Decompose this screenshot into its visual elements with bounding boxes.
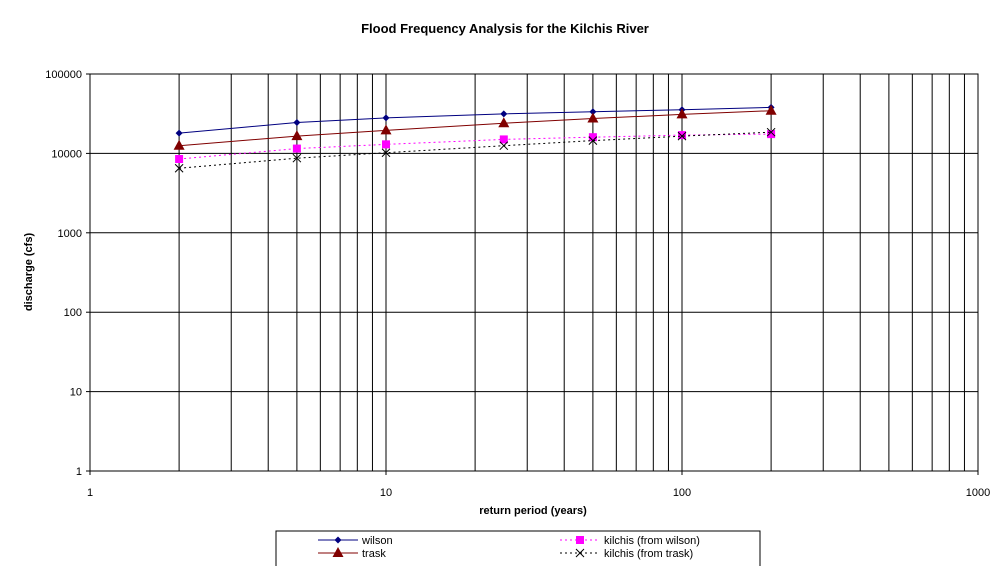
data-point xyxy=(380,124,392,135)
legend-item: kilchis (from trask) xyxy=(560,548,693,560)
legend-box xyxy=(275,530,761,566)
data-point xyxy=(766,127,776,137)
data-point xyxy=(175,155,184,164)
data-point xyxy=(575,548,585,558)
plot-border xyxy=(89,73,979,472)
x-tick-label: 1 xyxy=(87,487,93,499)
data-point xyxy=(174,163,184,173)
data-point xyxy=(291,130,303,141)
data-point xyxy=(292,144,301,153)
data-point xyxy=(293,119,301,127)
data-point xyxy=(498,117,510,128)
plot-area xyxy=(89,73,979,472)
legend-label: kilchis (from wilson) xyxy=(604,535,700,547)
data-point xyxy=(588,133,597,142)
data-point xyxy=(334,536,342,544)
data-point xyxy=(677,131,687,141)
grid-lines xyxy=(90,74,978,471)
data-point xyxy=(382,140,390,149)
series-1 xyxy=(173,104,777,150)
series-3 xyxy=(174,127,776,173)
y-tick-label: 10000 xyxy=(51,148,82,160)
y-axis-title: discharge (cfs) xyxy=(23,233,35,312)
y-tick-label: 1000 xyxy=(58,228,82,240)
chart-title: Flood Frequency Analysis for the Kilchis… xyxy=(361,21,649,36)
y-axis-ticks: 1 10 100 1000 10000 100000 xyxy=(45,69,90,478)
y-tick-label: 100 xyxy=(64,307,82,319)
data-point xyxy=(499,135,508,144)
x-axis-ticks: 1 10 100 1000 xyxy=(87,471,990,499)
x-tick-label: 100 xyxy=(673,487,691,499)
legend-item: kilchis (from wilson) xyxy=(560,535,700,547)
data-point xyxy=(332,547,344,557)
data-point xyxy=(175,129,183,137)
data-point xyxy=(678,131,686,140)
legend-label: trask xyxy=(362,548,386,560)
series-2 xyxy=(175,130,776,164)
data-point xyxy=(588,136,598,145)
legend-label: kilchis (from trask) xyxy=(604,548,693,560)
data-point xyxy=(292,153,302,163)
data-point xyxy=(500,110,508,118)
legend-item: wilson xyxy=(318,535,393,547)
data-point xyxy=(589,108,597,116)
data-point xyxy=(587,112,599,123)
data-point xyxy=(576,536,584,544)
data-point xyxy=(765,104,777,115)
y-tick-label: 1 xyxy=(76,466,82,478)
data-point xyxy=(767,130,776,139)
data-point xyxy=(173,139,185,150)
data-point xyxy=(381,148,391,158)
y-tick-label: 100000 xyxy=(45,69,82,81)
legend-item: trask xyxy=(318,547,386,560)
x-tick-label: 1000 xyxy=(966,487,990,499)
data-point xyxy=(499,141,509,151)
data-point xyxy=(676,108,688,119)
data-point xyxy=(382,114,390,122)
x-axis-title: return period (years) xyxy=(479,505,587,517)
x-tick-label: 10 xyxy=(380,487,392,499)
y-tick-label: 10 xyxy=(70,387,82,399)
legend-label: wilson xyxy=(361,535,393,547)
series-layer xyxy=(173,103,777,173)
